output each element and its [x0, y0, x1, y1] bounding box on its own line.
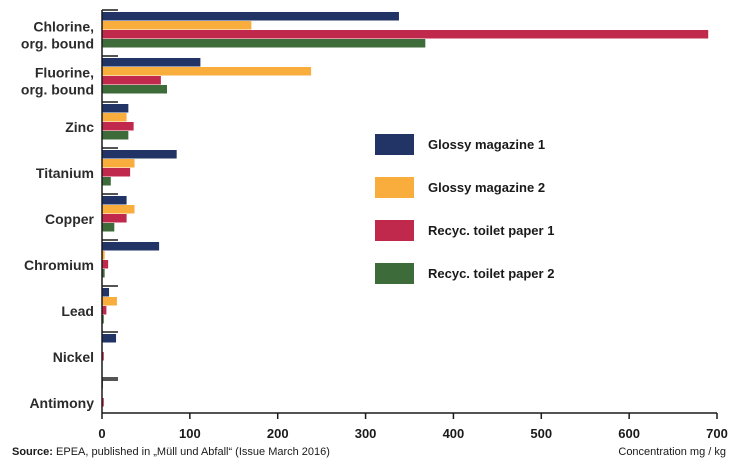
x-tick-label: 500: [530, 426, 552, 441]
bar-2-4: [102, 159, 135, 168]
category-label: Fluorine,: [35, 65, 94, 81]
legend-label: Glossy magazine 1: [428, 137, 545, 152]
x-tick-label: 400: [443, 426, 465, 441]
bar-1-2: [102, 58, 201, 67]
category-label: Titanium: [36, 165, 94, 181]
bar-3-8: [102, 352, 104, 361]
bar-4-2: [102, 85, 168, 94]
category-label: org. bound: [21, 36, 94, 52]
legend-swatch: [375, 263, 414, 284]
category-label: Copper: [45, 211, 95, 227]
legend-label: Recyc. toilet paper 2: [428, 266, 554, 281]
bar-2-1: [102, 21, 252, 30]
x-axis-label: Concentration mg / kg: [618, 446, 726, 458]
legend-swatch: [375, 220, 414, 241]
bar-3-2: [102, 76, 161, 85]
bar-3-9: [102, 398, 104, 407]
bar-1-7: [102, 288, 110, 297]
bar-2-3: [102, 113, 127, 122]
legend-label: Recyc. toilet paper 1: [428, 223, 554, 238]
bar-3-1: [102, 30, 709, 39]
x-tick-label: 200: [267, 426, 289, 441]
bar-1-4: [102, 150, 177, 159]
category-label: Nickel: [53, 349, 94, 365]
source-text: EPEA, published in „Müll und Abfall“ (Is…: [52, 446, 330, 458]
bar-4-5: [102, 223, 115, 232]
legend-label: Glossy magazine 2: [428, 180, 545, 195]
bar-4-1: [102, 39, 426, 48]
x-tick-label: 300: [355, 426, 377, 441]
bar-2-7: [102, 297, 117, 306]
category-label: Zinc: [65, 119, 94, 135]
bar-1-5: [102, 196, 127, 205]
category-label: org. bound: [21, 82, 94, 98]
bar-3-5: [102, 214, 127, 223]
x-tick-label: 0: [98, 426, 105, 441]
bar-2-5: [102, 205, 135, 214]
bar-1-8: [102, 334, 117, 343]
bar-4-6: [102, 269, 105, 278]
x-tick-label: 700: [706, 426, 728, 441]
bar-3-4: [102, 168, 131, 177]
bar-3-6: [102, 260, 109, 269]
category-label: Chromium: [24, 257, 94, 273]
bar-1-3: [102, 104, 129, 113]
x-tick-label: 600: [618, 426, 640, 441]
bar-3-7: [102, 306, 107, 315]
bar-4-4: [102, 177, 111, 186]
source-label: Source:: [12, 446, 53, 458]
legend-swatch: [375, 177, 414, 198]
bar-4-7: [102, 315, 104, 324]
category-label: Lead: [61, 303, 94, 319]
legend-swatch: [375, 134, 414, 155]
category-label: Antimony: [29, 395, 94, 411]
x-tick-label: 100: [179, 426, 201, 441]
bar-1-1: [102, 12, 399, 21]
bar-2-2: [102, 67, 312, 76]
category-label: Chlorine,: [33, 19, 94, 35]
bar-3-3: [102, 122, 134, 131]
source-note: Source: EPEA, published in „Müll und Abf…: [12, 446, 330, 458]
bar-1-6: [102, 242, 160, 251]
bar-2-6: [102, 251, 105, 260]
bar-4-3: [102, 131, 129, 140]
